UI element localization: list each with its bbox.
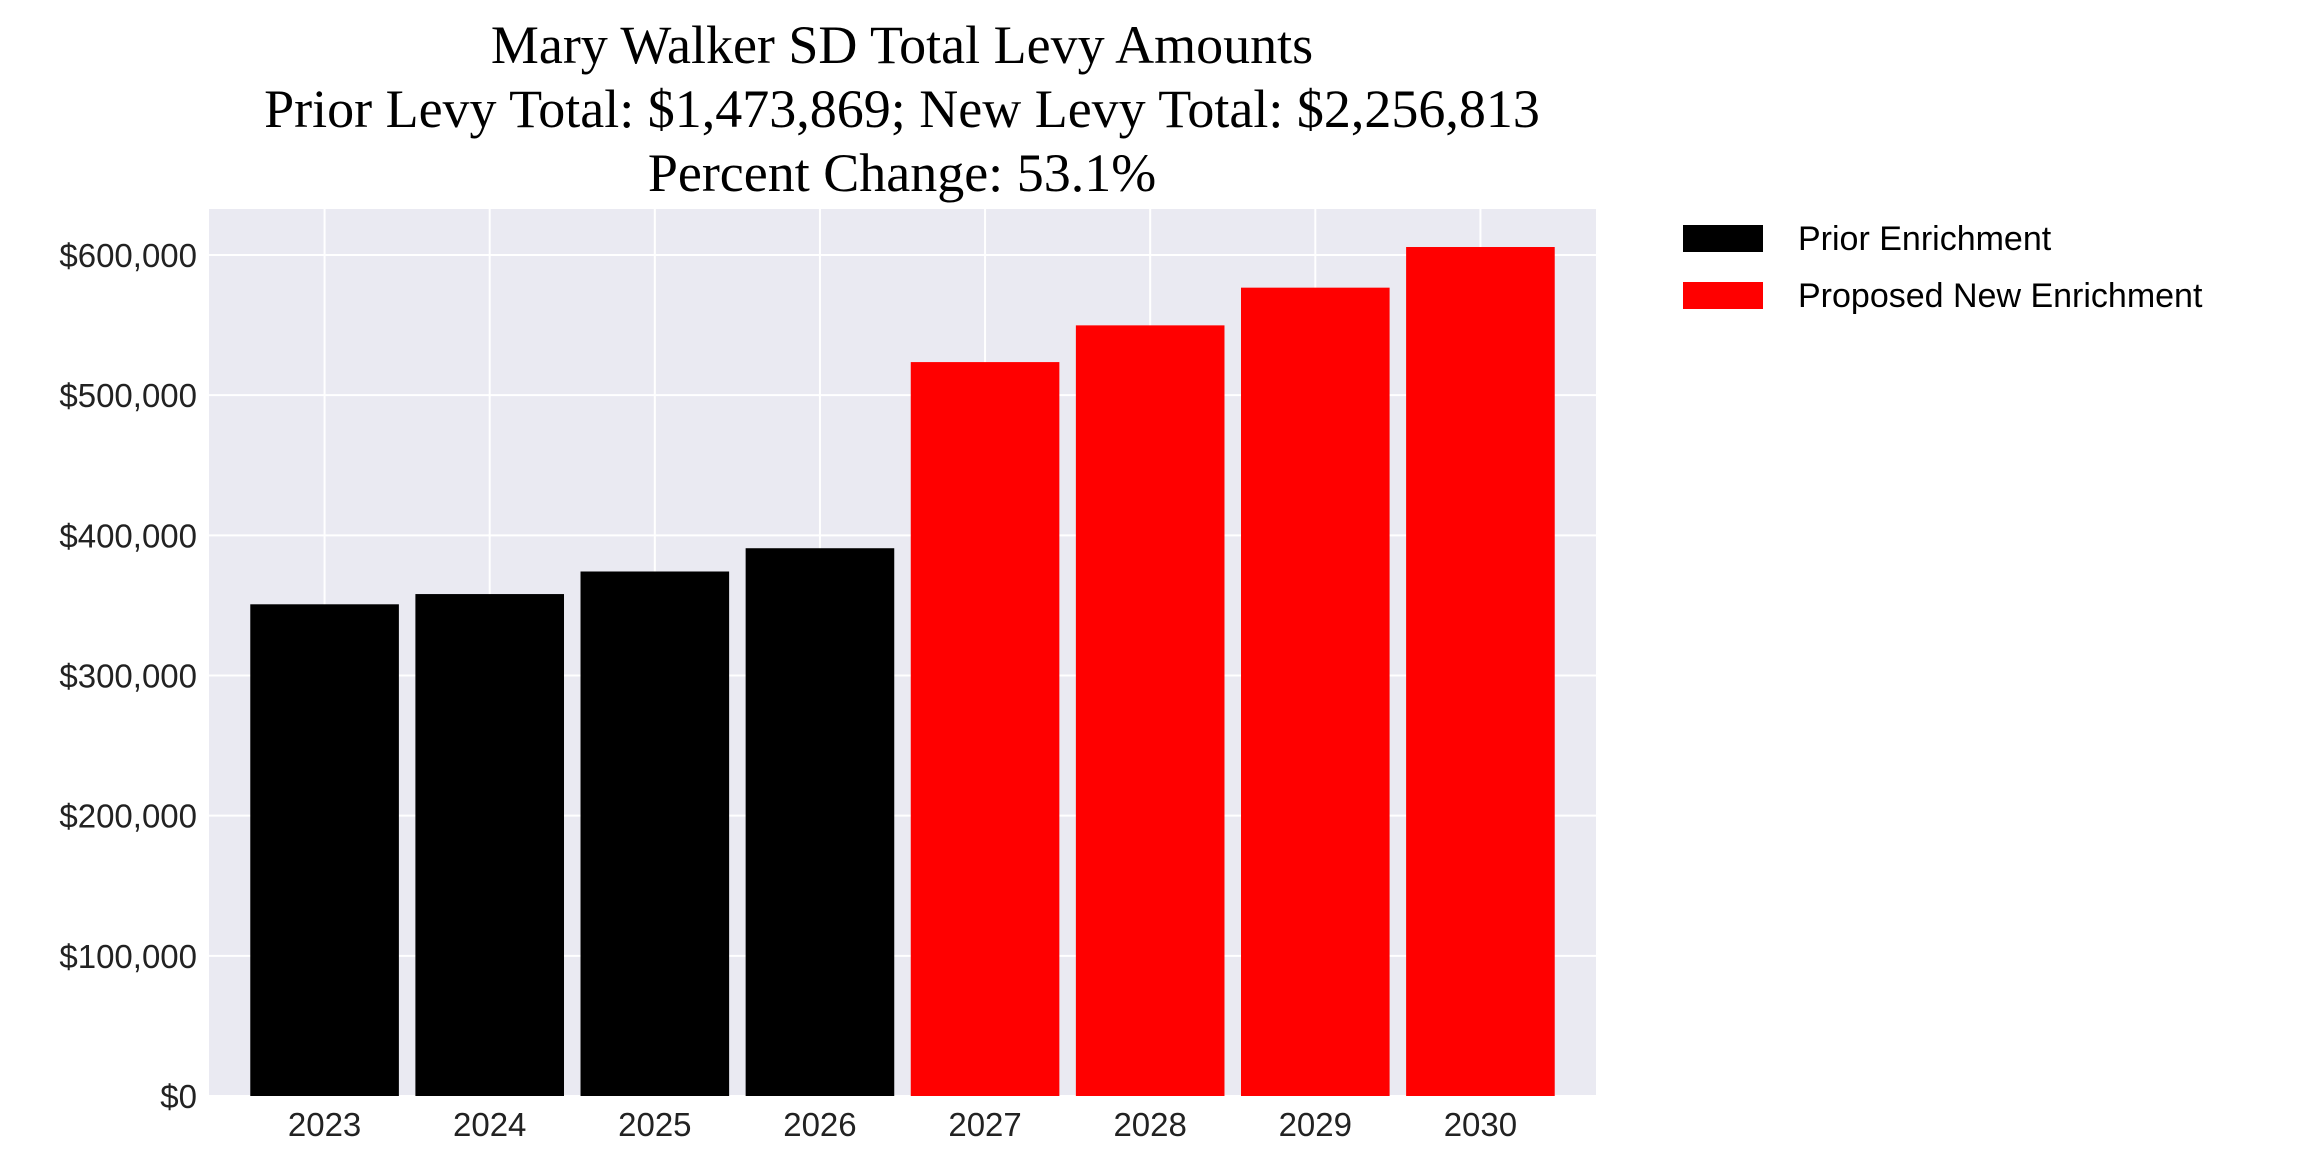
legend-label-prior: Prior Enrichment xyxy=(1798,220,2052,258)
legend-swatch-proposed xyxy=(1683,282,1763,309)
bar-prior-2023 xyxy=(250,604,399,1096)
x-tick-label: 2023 xyxy=(288,1106,361,1143)
x-tick-label: 2025 xyxy=(618,1106,691,1143)
x-tick-label: 2024 xyxy=(453,1106,526,1143)
x-tick-label: 2029 xyxy=(1279,1106,1352,1143)
bars xyxy=(250,247,1555,1097)
bar-proposed-2028 xyxy=(1075,325,1225,1097)
y-axis-ticks: $0 $100,000 $200,000 $300,000 $400,000 $500,0… xyxy=(59,237,197,1115)
x-tick-label: 2030 xyxy=(1444,1106,1517,1143)
x-tick-label: 2027 xyxy=(948,1106,1021,1143)
bar-prior-2026 xyxy=(745,548,895,1096)
legend-swatch-prior xyxy=(1683,225,1763,252)
y-tick-label: $600,000 xyxy=(59,237,197,274)
chart-title-line-3: Percent Change: 53.1% xyxy=(648,143,1156,203)
y-tick-label: $300,000 xyxy=(59,658,197,695)
y-tick-label: $200,000 xyxy=(59,798,197,835)
x-tick-label: 2028 xyxy=(1113,1106,1186,1143)
x-tick-label: 2026 xyxy=(783,1106,856,1143)
y-tick-label: $0 xyxy=(160,1078,197,1115)
legend: Prior Enrichment Proposed New Enrichment xyxy=(1683,220,2203,315)
legend-label-proposed: Proposed New Enrichment xyxy=(1798,277,2203,315)
bar-prior-2025 xyxy=(580,571,730,1096)
bar-proposed-2030 xyxy=(1406,247,1555,1096)
y-tick-label: $100,000 xyxy=(59,938,197,975)
bar-proposed-2027 xyxy=(910,362,1060,1096)
y-tick-label: $400,000 xyxy=(59,517,197,554)
x-axis-ticks: 2023 2024 2025 2026 2027 2028 2029 2030 xyxy=(288,1106,1517,1143)
y-tick-label: $500,000 xyxy=(59,377,197,414)
bar-proposed-2029 xyxy=(1240,287,1390,1097)
chart-title-line-2: Prior Levy Total: $1,473,869; New Levy T… xyxy=(264,79,1540,139)
chart-title-line-1: Mary Walker SD Total Levy Amounts xyxy=(491,15,1313,75)
bar-prior-2024 xyxy=(415,594,565,1096)
